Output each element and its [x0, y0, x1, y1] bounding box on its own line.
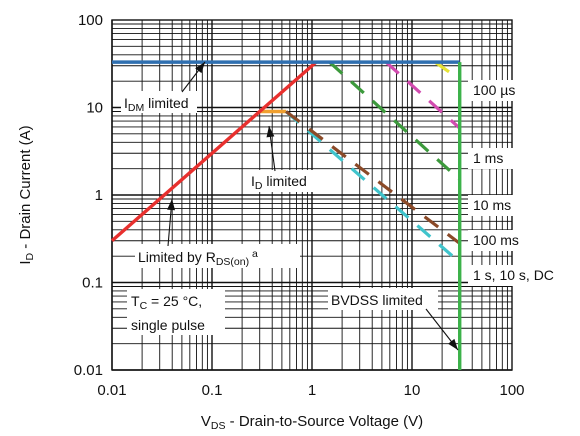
y-tick-label: 100 — [78, 12, 103, 29]
label-right-2: 10 ms — [473, 197, 511, 213]
label-right-3: 100 ms — [473, 232, 519, 248]
label-right-4: 1 s, 10 s, DC — [473, 267, 554, 283]
y-tick-label: 1 — [95, 187, 103, 204]
label-right-1: 1 ms — [473, 150, 503, 166]
arrow-rds — [167, 198, 176, 247]
y-tick-label: 0.1 — [82, 275, 103, 292]
label-bg — [468, 265, 540, 286]
label-rds-limited: Limited by RDS(on) a — [138, 248, 258, 268]
label-bg — [468, 230, 540, 251]
label-bg — [468, 80, 540, 101]
x-tick-label: 100 — [499, 382, 524, 399]
y-axis-title: ID - Drain Current (A) — [17, 125, 36, 264]
arrow-idm — [181, 61, 206, 93]
arrow-bvdss — [425, 308, 459, 351]
label-single-pulse: single pulse — [131, 317, 205, 333]
label-bg — [468, 195, 540, 216]
label-tc: TC = 25 °C, — [131, 293, 202, 312]
series-layer — [110, 60, 462, 370]
label-bg — [127, 289, 225, 335]
y-tick-label: 0.01 — [74, 362, 103, 379]
label-id-limited: ID limited — [251, 173, 307, 192]
x-tick-label: 10 — [404, 382, 421, 399]
axis-title-layer: VDS - Drain-to-Source Voltage (V) ID - Dr… — [17, 125, 423, 432]
series-line-1-ms — [384, 60, 461, 130]
series-line-100-s — [434, 60, 461, 81]
label-bg — [246, 170, 322, 192]
arrow-id — [266, 125, 276, 172]
label-right-0: 100 µs — [473, 82, 515, 98]
label-bg — [328, 288, 438, 310]
annotation-layer: IDM limited ID limited Limited by RDS(on) … — [121, 61, 554, 351]
y-tick-label: 10 — [86, 100, 103, 117]
label-bg — [468, 148, 540, 169]
series-line-r-ds-on-limited — [110, 60, 318, 243]
series-line-100-ms — [285, 110, 461, 245]
label-bg — [121, 91, 197, 113]
label-bvdss-limited: BVDSS limited — [331, 292, 423, 308]
x-axis-title: VDS - Drain-to-Source Voltage (V) — [201, 413, 423, 432]
x-tick-label: 0.1 — [202, 382, 223, 399]
series-line-1-s-10-s-dc — [284, 110, 461, 264]
x-tick-label: 1 — [308, 382, 316, 399]
x-tick-label: 0.01 — [97, 382, 126, 399]
tick-label-layer: 0.01 0.1 1 10 100 0.01 0.1 1 10 100 — [74, 12, 525, 399]
series-line-10-ms — [328, 60, 461, 181]
label-idm-limited: IDM limited — [124, 95, 189, 114]
label-bg — [135, 244, 300, 268]
grid-lines — [111, 20, 512, 371]
